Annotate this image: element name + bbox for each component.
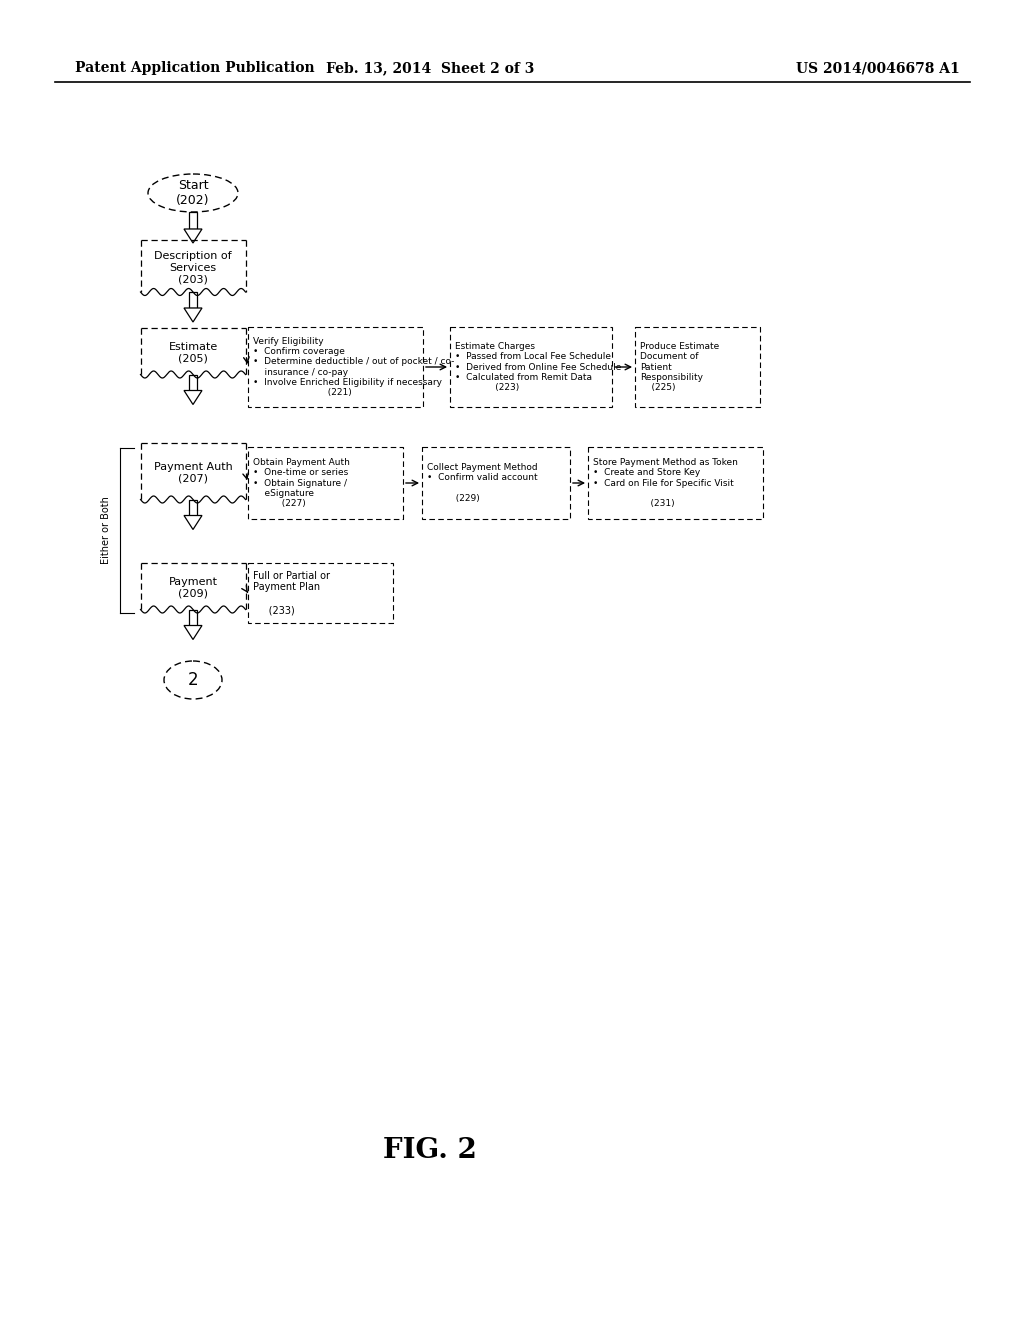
Polygon shape	[189, 292, 197, 308]
Text: Estimate
(205): Estimate (205)	[168, 342, 218, 364]
Polygon shape	[189, 213, 197, 228]
Text: Either or Both: Either or Both	[101, 496, 111, 564]
Polygon shape	[184, 516, 202, 529]
Text: Obtain Payment Auth
•  One-time or series
•  Obtain Signature /
    eSignature
 : Obtain Payment Auth • One-time or series…	[253, 458, 350, 508]
Text: 2: 2	[187, 671, 199, 689]
Polygon shape	[189, 499, 197, 516]
Text: Payment Auth
(207): Payment Auth (207)	[154, 462, 232, 484]
Text: Verify Eligibility
•  Confirm coverage
•  Determine deductible / out of pocket /: Verify Eligibility • Confirm coverage • …	[253, 337, 455, 397]
Polygon shape	[184, 626, 202, 639]
Text: Feb. 13, 2014  Sheet 2 of 3: Feb. 13, 2014 Sheet 2 of 3	[326, 61, 535, 75]
Text: US 2014/0046678 A1: US 2014/0046678 A1	[797, 61, 961, 75]
Text: Collect Payment Method
•  Confirm valid account

          (229): Collect Payment Method • Confirm valid a…	[427, 463, 538, 503]
Text: FIG. 2: FIG. 2	[383, 1137, 477, 1163]
Text: Produce Estimate
Document of
Patient
Responsibility
    (225): Produce Estimate Document of Patient Res…	[640, 342, 719, 392]
Text: Store Payment Method as Token
•  Create and Store Key
•  Card on File for Specif: Store Payment Method as Token • Create a…	[593, 458, 738, 508]
Polygon shape	[184, 308, 202, 322]
Polygon shape	[184, 391, 202, 404]
Text: Patent Application Publication: Patent Application Publication	[75, 61, 314, 75]
Text: Payment
(209): Payment (209)	[169, 577, 217, 599]
Polygon shape	[189, 375, 197, 391]
Text: Full or Partial or
Payment Plan

     (233): Full or Partial or Payment Plan (233)	[253, 570, 330, 615]
Polygon shape	[189, 610, 197, 626]
Text: Estimate Charges
•  Passed from Local Fee Schedule
•  Derived from Online Fee Sc: Estimate Charges • Passed from Local Fee…	[455, 342, 622, 392]
Text: Description of
Services
(203): Description of Services (203)	[155, 251, 231, 285]
Text: Start
(202): Start (202)	[176, 180, 210, 207]
Polygon shape	[184, 228, 202, 243]
